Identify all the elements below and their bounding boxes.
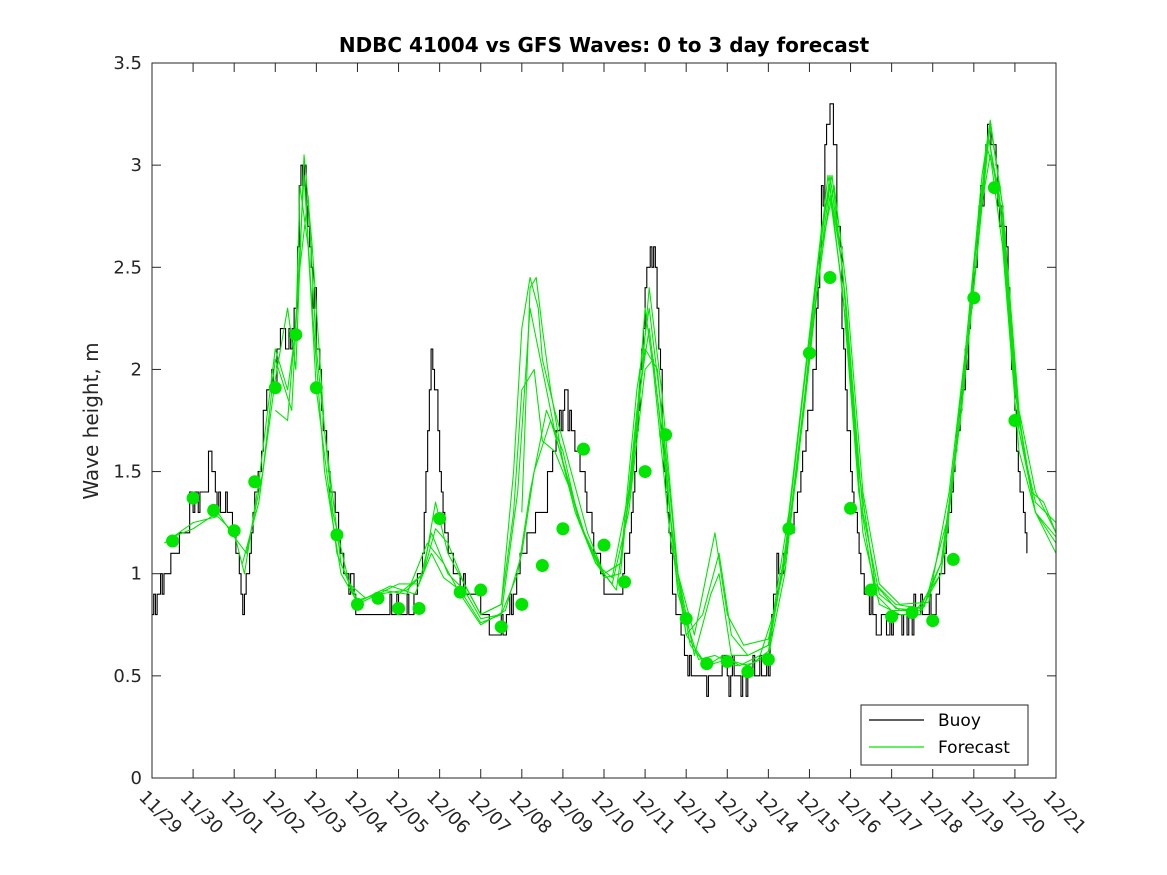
legend: Buoy Forecast [860, 704, 1029, 766]
forecast-marker-26 [679, 612, 693, 626]
forecast-marker-11 [371, 591, 385, 605]
forecast-marker-30 [761, 653, 775, 667]
y-tick-label: 2 [131, 359, 142, 380]
forecast-marker-13 [412, 601, 426, 615]
y-tick-label: 0 [131, 768, 142, 789]
forecast-marker-3 [207, 503, 221, 517]
y-tick-label: 3.5 [113, 53, 142, 74]
y-tick-label: 2.5 [113, 257, 142, 278]
series-layer [152, 103, 1056, 697]
legend-label-forecast: Forecast [938, 738, 1010, 758]
forecast-marker-27 [700, 657, 714, 671]
forecast-marker-24 [638, 465, 652, 479]
forecast-series-line-3 [241, 133, 1056, 656]
forecast-marker-38 [926, 614, 940, 628]
forecast-marker-39 [946, 552, 960, 566]
forecast-marker-2 [186, 491, 200, 505]
forecast-marker-41 [987, 181, 1001, 195]
forecast-marker-1 [166, 534, 180, 548]
forecast-marker-25 [659, 428, 673, 442]
forecast-marker-4 [227, 524, 241, 538]
legend-box [860, 704, 1029, 766]
forecast-marker-14 [433, 512, 447, 526]
forecast-marker-22 [597, 538, 611, 552]
forecast-marker-31 [782, 522, 796, 536]
y-tick-label: 1.5 [113, 462, 142, 483]
forecast-marker-20 [556, 522, 570, 536]
forecast-marker-21 [576, 442, 590, 456]
forecast-marker-42 [1008, 414, 1022, 427]
forecast-marker-15 [453, 585, 467, 599]
forecast-marker-17 [494, 620, 508, 634]
forecast-series-line-5 [398, 119, 1056, 646]
legend-label-buoy: Buoy [938, 711, 981, 731]
forecast-marker-40 [967, 291, 981, 305]
forecast-marker-36 [885, 610, 899, 624]
y-tick-label: 3 [131, 155, 142, 176]
forecast-marker-16 [474, 583, 488, 597]
forecast-marker-23 [618, 575, 632, 589]
forecast-marker-10 [350, 597, 364, 611]
forecast-series-line-4 [274, 123, 1056, 656]
forecast-series-line-6 [521, 133, 1056, 667]
forecast-marker-5 [248, 475, 262, 489]
forecast-marker-12 [392, 601, 406, 615]
forecast-marker-8 [309, 381, 323, 395]
buoy-series-line [152, 103, 1028, 697]
chart-title: NDBC 41004 vs GFS Waves: 0 to 3 day fore… [339, 33, 870, 57]
forecast-marker-28 [720, 655, 734, 669]
forecast-marker-6 [268, 381, 282, 395]
y-tick-label: 1 [131, 564, 142, 585]
forecast-marker-32 [802, 346, 816, 360]
forecast-marker-9 [330, 528, 344, 542]
forecast-marker-37 [905, 606, 919, 620]
y-axis-label: Wave height, m [79, 342, 103, 499]
forecast-marker-35 [864, 583, 878, 597]
forecast-marker-34 [844, 501, 858, 515]
forecast-marker-19 [535, 559, 549, 573]
forecast-marker-33 [823, 271, 837, 284]
forecast-marker-29 [741, 665, 755, 679]
forecast-marker-18 [515, 597, 529, 611]
y-tick-label: 0.5 [113, 666, 142, 687]
forecast-marker-7 [289, 328, 303, 342]
